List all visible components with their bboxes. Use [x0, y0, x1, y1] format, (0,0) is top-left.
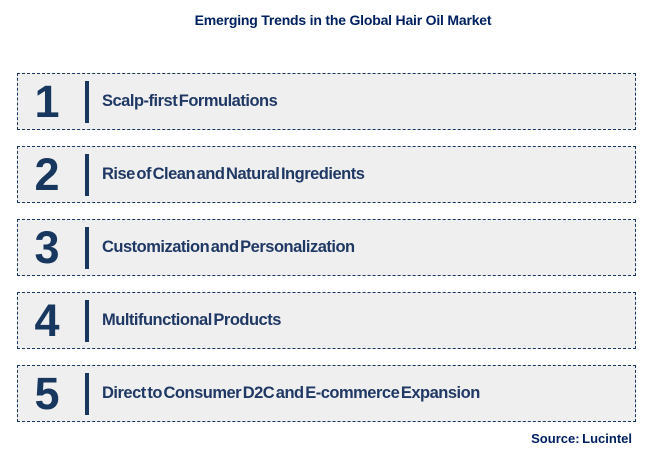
separator-bar [85, 372, 89, 415]
page-title: Emerging Trends in the Global Hair Oil M… [194, 12, 492, 28]
trend-label: Direct to Consumer D2C and E-commerce Ex… [102, 384, 480, 402]
trend-label: Multifunctional Products [102, 311, 281, 329]
trend-label: Rise of Clean and Natural Ingredients [102, 165, 365, 183]
trend-label: Scalp-first Formulations [102, 92, 278, 110]
trend-number: 4 [34, 295, 60, 346]
separator-bar [85, 299, 89, 342]
trend-list: 1 Scalp-first Formulations 2 Rise of Cle… [17, 73, 636, 422]
trend-row-1: 1 Scalp-first Formulations [17, 73, 636, 130]
trend-number: 2 [34, 149, 60, 200]
trend-number: 5 [34, 368, 60, 419]
separator-bar [85, 80, 89, 123]
trend-row-5: 5 Direct to Consumer D2C and E-commerce … [17, 365, 636, 422]
separator-bar [85, 226, 89, 269]
trend-row-4: 4 Multifunctional Products [17, 292, 636, 349]
trend-row-3: 3 Customization and Personalization [17, 219, 636, 276]
separator-bar [85, 153, 89, 196]
trend-row-2: 2 Rise of Clean and Natural Ingredients [17, 146, 636, 203]
source-credit: Source: Lucintel [531, 431, 632, 446]
trend-number: 1 [34, 76, 60, 127]
trend-number: 3 [34, 222, 60, 273]
trend-label: Customization and Personalization [102, 238, 355, 256]
